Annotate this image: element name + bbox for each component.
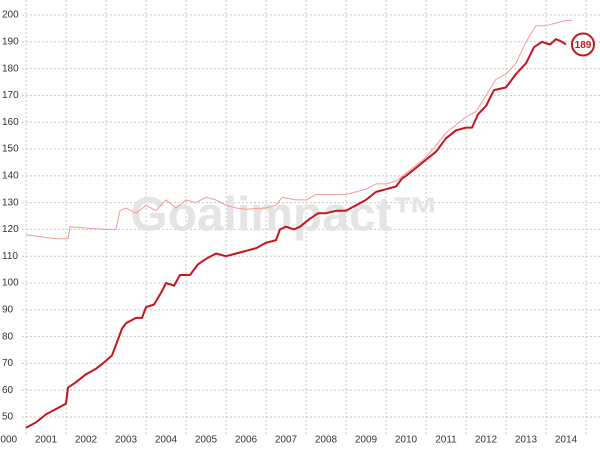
y-tick-label: 50 — [2, 412, 14, 423]
y-tick-label: 160 — [2, 117, 19, 128]
value-badge-label: 189 — [575, 40, 592, 51]
x-tick-label: 2005 — [195, 435, 218, 446]
x-tick-label: 2007 — [275, 435, 298, 446]
y-tick-label: 180 — [2, 63, 19, 74]
x-tick-label: 2013 — [515, 435, 538, 446]
y-tick-label: 80 — [2, 331, 14, 342]
y-tick-label: 110 — [2, 251, 18, 262]
x-tick-label: 2008 — [315, 435, 338, 446]
x-tick-label: 2006 — [235, 435, 258, 446]
y-tick-label: 100 — [2, 278, 19, 289]
value-badge — [571, 32, 595, 57]
y-tick-label: 140 — [2, 170, 19, 181]
x-tick-label: 2004 — [155, 435, 178, 446]
y-tick-label: 150 — [2, 144, 19, 155]
series-line — [25, 38, 567, 429]
x-tick-label: 2010 — [395, 435, 418, 446]
y-tick-label: 170 — [2, 90, 19, 101]
x-tick-label: 2011 — [435, 435, 457, 446]
watermark: Goalimpact™ — [130, 189, 439, 242]
x-tick-label: 2001 — [35, 435, 58, 446]
y-tick-label: 190 — [2, 36, 19, 47]
y-tick-label: 130 — [2, 197, 19, 208]
x-tick-label: 2009 — [355, 435, 378, 446]
y-tick-label: 90 — [2, 304, 14, 315]
y-tick-label: 70 — [2, 358, 14, 369]
series-line — [25, 19, 572, 240]
y-tick-label: 200 — [2, 10, 19, 21]
x-tick-label: 2012 — [475, 435, 498, 446]
y-tick-label: 120 — [2, 224, 19, 235]
x-tick-label: 2014 — [555, 435, 578, 446]
x-tick-label: 2003 — [115, 435, 138, 446]
x-tick-label: 2002 — [75, 435, 98, 446]
y-tick-label: 60 — [2, 385, 14, 396]
